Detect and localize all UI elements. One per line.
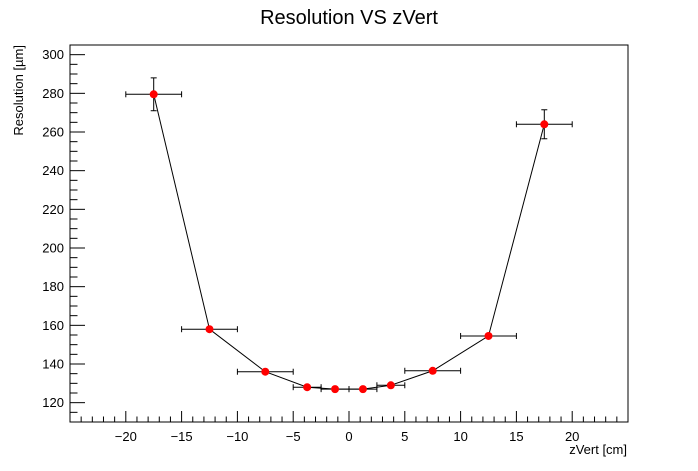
x-axis-title: zVert [cm] <box>569 442 627 457</box>
data-point <box>515 109 573 140</box>
y-tick-label: 180 <box>42 279 64 294</box>
y-tick-label: 300 <box>42 47 64 62</box>
point-marker <box>261 367 270 376</box>
point-marker <box>540 120 549 129</box>
x-tick-label: 20 <box>565 429 579 444</box>
point-marker <box>428 366 437 375</box>
x-axis: −20 −15 −10 −5 0 5 10 15 20 <box>69 411 629 444</box>
x-tick-label: 10 <box>453 429 467 444</box>
y-tick-label: 280 <box>42 86 64 101</box>
x-tick-label: 0 <box>345 429 352 444</box>
x-tick-label: 15 <box>509 429 523 444</box>
y-tick-label: 120 <box>42 395 64 410</box>
y-tick-label: 140 <box>42 357 64 372</box>
x-tick-label: −5 <box>286 429 301 444</box>
point-marker <box>303 383 312 392</box>
y-axis: 120 140 160 180 200 220 240 260 280 300 <box>42 44 85 423</box>
x-tick-label: 5 <box>401 429 408 444</box>
y-tick-label: 240 <box>42 163 64 178</box>
y-tick-label: 160 <box>42 318 64 333</box>
x-tick-label: −20 <box>115 429 137 444</box>
data-point <box>460 331 517 340</box>
point-marker <box>331 385 340 394</box>
point-marker <box>386 381 395 390</box>
y-tick-label: 260 <box>42 125 64 140</box>
x-tick-label: −15 <box>171 429 193 444</box>
point-marker <box>358 385 367 394</box>
data-point <box>236 367 294 376</box>
x-tick-label: −10 <box>226 429 248 444</box>
point-marker <box>205 325 214 334</box>
series-layer <box>125 77 573 394</box>
point-marker <box>149 90 158 99</box>
data-point <box>181 325 238 334</box>
point-marker <box>484 331 493 340</box>
data-point <box>348 385 378 394</box>
y-tick-label: 220 <box>42 202 64 217</box>
y-tick-label: 200 <box>42 241 64 256</box>
data-point <box>376 381 406 390</box>
data-point <box>320 385 350 394</box>
series-line <box>153 94 545 390</box>
data-point <box>404 366 462 375</box>
y-axis-title: Resolution [µm] <box>11 45 26 136</box>
data-point <box>125 77 183 112</box>
data-point <box>292 383 322 392</box>
chart-title: Resolution VS zVert <box>260 7 438 29</box>
